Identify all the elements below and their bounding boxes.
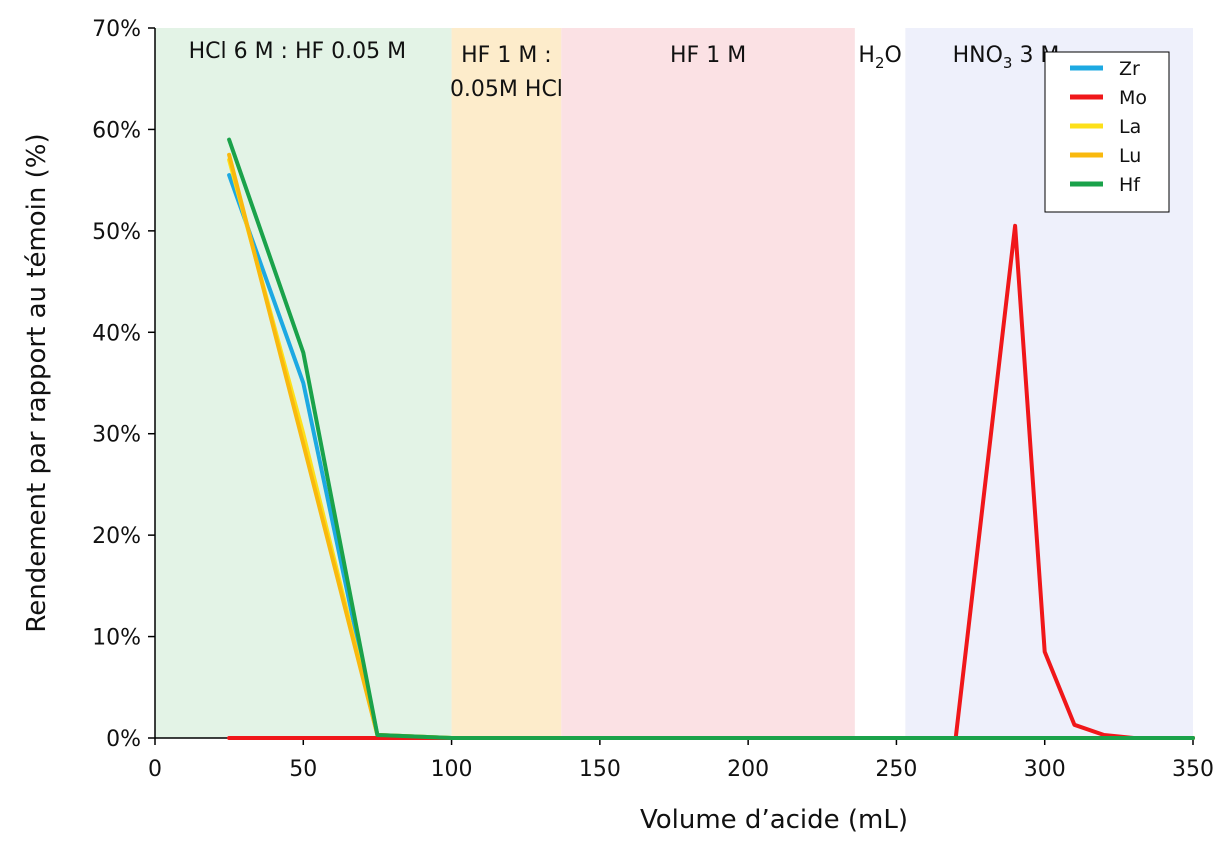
x-tick-label: 50 (289, 757, 317, 782)
y-tick-label: 10% (92, 626, 141, 651)
region-labels: HCl 6 M : HF 0.05 M HF 1 M : 0.05M HCl HF 1… (189, 39, 1060, 102)
legend-label: Lu (1119, 145, 1141, 167)
region-label: H2O (858, 43, 901, 72)
region-band (854, 28, 906, 738)
legend-box (1044, 51, 1170, 213)
x-tick-label: 200 (727, 757, 769, 782)
x-tick-label: 350 (1172, 757, 1214, 782)
legend: Zr Mo La Lu Hf (1044, 51, 1170, 213)
series-line-hf (227, 137, 1195, 740)
x-tick-label: 150 (579, 757, 621, 782)
series-lines (227, 137, 1195, 740)
legend-label: La (1119, 116, 1141, 138)
x-tick-label: 0 (148, 757, 162, 782)
region-bands (155, 28, 1193, 738)
region-label: HF 1 M : (461, 43, 552, 68)
y-tick-label: 0% (106, 727, 141, 752)
x-tick-label: 300 (1024, 757, 1066, 782)
region-band (561, 28, 855, 738)
y-tick-label: 50% (92, 220, 141, 245)
x-axis-title: Volume d’acide (mL) (640, 805, 908, 835)
region-label: 0.05M HCl (450, 77, 563, 102)
y-axis-title: Rendement par rapport au témoin (%) (22, 133, 52, 632)
region-label: HF 1 M (670, 43, 746, 68)
y-tick-label: 70% (92, 17, 141, 42)
y-tick-label: 60% (92, 118, 141, 143)
region-band (451, 28, 562, 738)
y-tick-label: 30% (92, 423, 141, 448)
ticks: 0 50 100 150 200 250 300 350 0% 10% 20% 30% 40% 50% 60… (92, 17, 1214, 782)
y-tick-label: 40% (92, 321, 141, 346)
region-label: HCl 6 M : HF 0.05 M (189, 39, 407, 64)
legend-label: Zr (1119, 58, 1140, 80)
legend-label: Hf (1119, 174, 1141, 196)
legend-label: Mo (1119, 87, 1147, 109)
y-tick-label: 20% (92, 524, 141, 549)
x-tick-label: 250 (875, 757, 917, 782)
x-tick-label: 100 (431, 757, 473, 782)
